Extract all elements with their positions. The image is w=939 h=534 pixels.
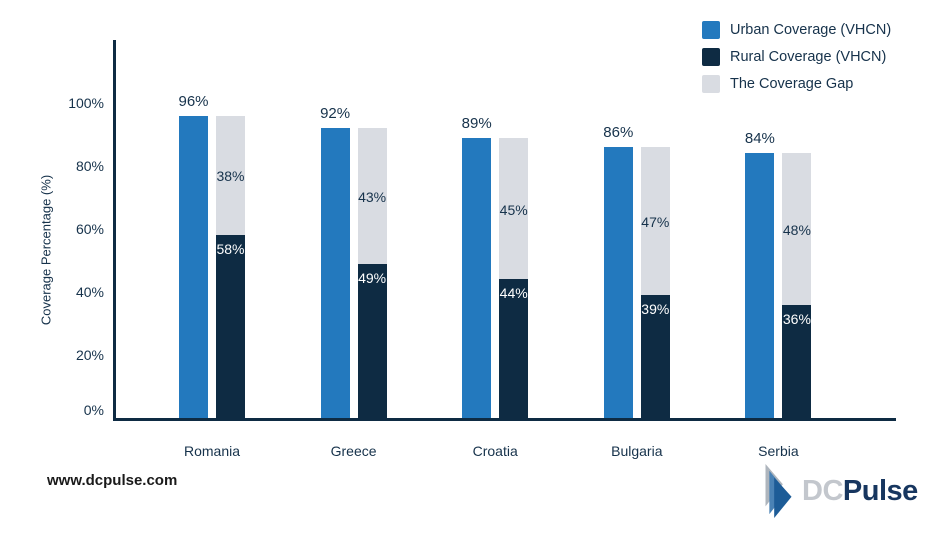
urban-value-label-bulgaria: 86% — [603, 124, 634, 142]
x-category-label-serbia: Serbia — [758, 443, 799, 459]
legend-label-gap: The Coverage Gap — [730, 76, 854, 92]
logo-text: DCPulse — [802, 475, 918, 508]
gap-value-label-greece: 43% — [358, 188, 387, 205]
rural-value-label-greece: 49% — [358, 269, 387, 286]
y-tick-label-100: 100% — [68, 95, 104, 111]
legend-item-urban: Urban Coverage (VHCN) — [702, 21, 891, 39]
rural-bar-romania — [216, 235, 245, 418]
dcpulse-logo: DCPulse — [758, 464, 918, 518]
urban-value-label-serbia: 84% — [744, 130, 775, 148]
urban-bar-bulgaria — [603, 147, 633, 418]
gap-bar-bulgaria — [640, 147, 670, 296]
rural-value-label-croatia: 44% — [499, 285, 528, 302]
gap-bar-greece — [357, 128, 387, 264]
urban-bar-croatia — [462, 137, 492, 418]
gap-value-label-romania: 38% — [216, 168, 245, 185]
legend-item-gap: The Coverage Gap — [702, 75, 891, 93]
x-category-label-greece: Greece — [330, 443, 377, 459]
gap-value-label-bulgaria: 47% — [641, 214, 670, 231]
urban-value-label-greece: 92% — [320, 105, 351, 123]
gap-legend-swatch — [702, 75, 720, 93]
x-category-label-bulgaria: Bulgaria — [611, 443, 663, 459]
urban-bar-serbia — [745, 153, 775, 418]
rural-bar-serbia — [782, 304, 812, 418]
gap-bar-serbia — [782, 153, 812, 305]
website-text: www.dcpulse.com — [47, 472, 178, 489]
y-tick-label-40: 40% — [75, 284, 104, 300]
rural-bar-croatia — [499, 279, 529, 418]
plot-area: 0% 20% 40% 60% 80% 100% 96% 58% 38% Romania 92% 49%… — [68, 40, 896, 459]
legend-label-rural: Rural Coverage (VHCN) — [730, 49, 887, 65]
y-tick-label-80: 80% — [75, 158, 104, 174]
y-axis-title: Coverage Percentage (%) — [38, 174, 54, 326]
urban-value-label-croatia: 89% — [461, 114, 492, 132]
gap-bar-croatia — [499, 137, 529, 280]
dcpulse-logo-icon — [765, 464, 792, 518]
gap-value-label-serbia: 48% — [782, 222, 811, 238]
logo-text-dc: DC — [802, 474, 843, 507]
legend-item-rural: Rural Coverage (VHCN) — [702, 48, 891, 66]
y-tick-label-20: 20% — [75, 347, 104, 363]
legend-label-urban: Urban Coverage (VHCN) — [730, 22, 892, 38]
legend: Urban Coverage (VHCN) Rural Coverage (VH… — [702, 21, 891, 93]
gap-bar-romania — [216, 115, 245, 236]
rural-bar-bulgaria — [640, 295, 670, 418]
x-category-label-croatia: Croatia — [472, 443, 518, 459]
y-tick-label-0: 0% — [83, 402, 104, 418]
rural-value-label-bulgaria: 39% — [641, 301, 670, 318]
rural-legend-swatch — [702, 48, 720, 66]
urban-value-label-romania: 96% — [178, 92, 209, 110]
logo-text-pulse: Pulse — [842, 474, 918, 507]
urban-legend-swatch — [702, 21, 720, 39]
logo-triangle-front — [774, 477, 792, 518]
rural-value-label-serbia: 36% — [782, 310, 811, 327]
urban-bar-romania — [179, 115, 208, 418]
y-tick-label-60: 60% — [75, 221, 104, 237]
x-category-label-romania: Romania — [183, 443, 241, 459]
rural-bar-greece — [357, 263, 387, 418]
rural-value-label-romania: 58% — [216, 241, 245, 258]
urban-bar-greece — [320, 128, 350, 418]
gap-value-label-croatia: 45% — [499, 201, 528, 218]
